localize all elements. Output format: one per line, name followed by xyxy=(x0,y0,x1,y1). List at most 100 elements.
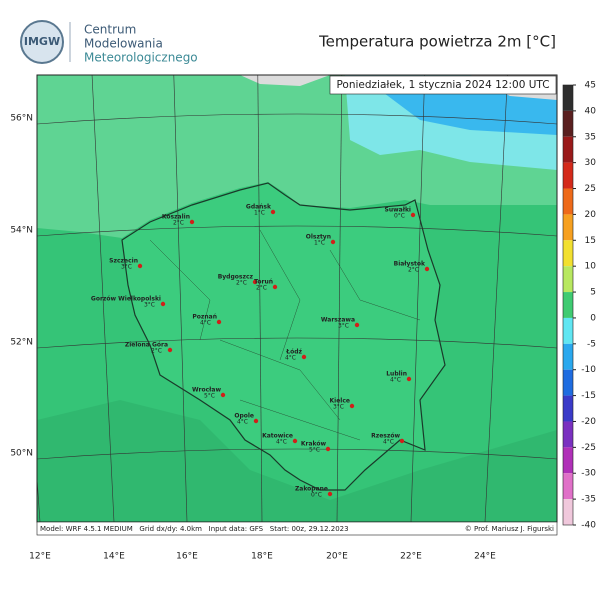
city-marker xyxy=(330,239,336,245)
city-name: Toruń xyxy=(254,279,273,286)
city-temp: 4°C xyxy=(390,377,401,384)
longitude-line xyxy=(173,75,188,522)
city-name: Koszalin xyxy=(162,214,190,221)
colorbar-label: 25 xyxy=(585,184,596,194)
city-name: Wrocław xyxy=(192,387,221,394)
colorbar-segment xyxy=(563,240,573,267)
city-temp: 3°C xyxy=(338,323,349,330)
latitude-label: 56°N xyxy=(10,114,33,124)
colorbar-segment xyxy=(563,369,573,396)
city-marker xyxy=(292,438,298,444)
colorbar-label: 10 xyxy=(585,262,597,272)
city-marker xyxy=(354,322,360,328)
no-data-area xyxy=(240,75,330,86)
city-marker xyxy=(270,209,276,215)
colorbar-label: -30 xyxy=(581,469,596,479)
colorbar-label: -20 xyxy=(581,417,596,427)
city-temp: 4°C xyxy=(276,439,287,446)
city-marker xyxy=(252,279,258,285)
city-marker xyxy=(406,376,412,382)
city-temp: 4°C xyxy=(383,439,394,446)
colorbar-segment xyxy=(563,343,573,370)
city-name: Gorzów Wielkopolski xyxy=(91,296,161,303)
longitude-label: 14°E xyxy=(103,552,125,562)
colorbar-segment xyxy=(563,214,573,241)
colorbar-label: 40 xyxy=(585,106,597,116)
poland-border xyxy=(121,182,446,491)
city-temp: 1°C xyxy=(254,210,265,217)
city-name: Poznań xyxy=(192,314,217,321)
city-marker xyxy=(424,266,430,272)
longitude-line xyxy=(410,75,425,522)
city-marker xyxy=(167,347,173,353)
logo-badge xyxy=(20,20,64,64)
city-marker xyxy=(137,263,143,269)
map-area: Poniedziałek, 1 stycznia 2024 12:00 UTC … xyxy=(36,74,558,536)
colorbar-segment xyxy=(563,421,573,448)
latitude-line xyxy=(37,113,557,125)
colorbar-label: 45 xyxy=(585,81,596,91)
colorbar-label: -5 xyxy=(587,339,596,349)
city-temp: 2°C xyxy=(236,280,247,287)
latitude-line xyxy=(37,225,557,237)
mountains xyxy=(37,400,557,522)
map-title: Temperatura powietrza 2m [°C] xyxy=(318,33,556,51)
city-temp: 0°C xyxy=(394,213,405,220)
colorbar-label: -40 xyxy=(581,521,596,531)
city-name: Kraków xyxy=(301,441,327,448)
city-name: Białystok xyxy=(394,261,426,268)
longitude-label: 18°E xyxy=(251,552,273,562)
city-temp: 2°C xyxy=(151,348,162,355)
city-temp: 4°C xyxy=(237,419,248,426)
city-marker xyxy=(410,212,416,218)
logo-line: Modelowania xyxy=(84,37,163,51)
city-name: Warszawa xyxy=(321,317,355,324)
city-name: Zakopane xyxy=(295,486,328,493)
colorbar-label: 35 xyxy=(585,132,596,142)
colorbar-label: 0 xyxy=(590,313,596,323)
footer-bar xyxy=(36,521,558,536)
city-name: Opole xyxy=(234,413,254,420)
city-temp: 2°C xyxy=(408,267,419,274)
latitude-label: 50°N xyxy=(10,449,33,459)
longitude-line xyxy=(257,75,263,522)
colorbar-label: -15 xyxy=(581,391,596,401)
latitude-label: 52°N xyxy=(10,338,33,348)
colorbar-segment xyxy=(563,473,573,500)
colorbar-label: -35 xyxy=(581,495,596,505)
city-name: Lublin xyxy=(386,371,407,378)
colorbar-segment xyxy=(563,266,573,293)
logo-line: Meteorologicznego xyxy=(84,51,198,65)
colorbar-segment xyxy=(563,110,573,137)
city-marker xyxy=(272,284,278,290)
city-temp: 0°C xyxy=(311,492,322,499)
logo-line: Centrum xyxy=(84,23,136,37)
longitude-line xyxy=(336,75,343,522)
city-temp: 1°C xyxy=(314,240,325,247)
city-name: Katowice xyxy=(262,433,293,440)
colorbar-label: 15 xyxy=(585,236,596,246)
city-name: Zielona Góra xyxy=(125,342,168,349)
city-marker xyxy=(189,219,195,225)
latitude-label: 54°N xyxy=(10,226,33,236)
city-name: Bydgoszcz xyxy=(218,274,254,281)
city-marker xyxy=(349,403,355,409)
colorbar-segment xyxy=(563,499,573,525)
colorbar-label: 5 xyxy=(590,288,596,298)
city-name: Szczecin xyxy=(109,258,138,265)
longitude-label: 16°E xyxy=(176,552,198,562)
city-temp: 2°C xyxy=(173,220,184,227)
city-marker xyxy=(216,319,222,325)
city-name: Gdańsk xyxy=(246,204,272,211)
colorbar-segment xyxy=(563,188,573,215)
city-temp: 3°C xyxy=(144,302,155,309)
city-marker xyxy=(325,446,331,452)
city-name: Suwałki xyxy=(385,207,411,214)
city-temp: 5°C xyxy=(309,447,320,454)
colorbar-label: 30 xyxy=(585,158,597,168)
city-temp: 3°C xyxy=(333,404,344,411)
city-marker xyxy=(220,392,226,398)
colorbar-segment xyxy=(563,447,573,474)
logo-text: IMGW xyxy=(24,35,60,48)
